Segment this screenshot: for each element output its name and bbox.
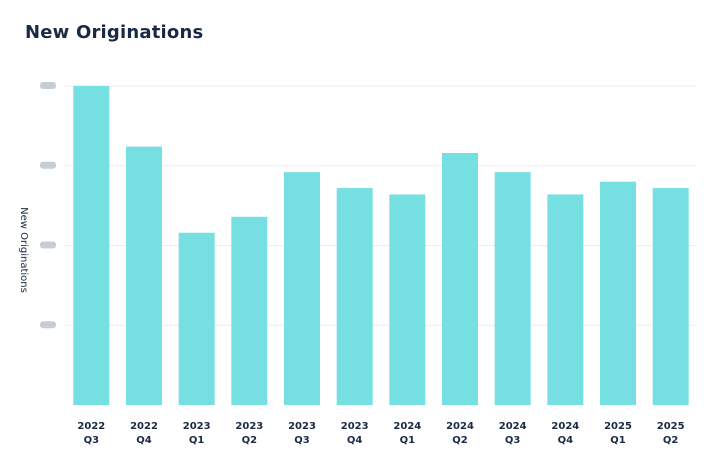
x-tick-label: Q3 — [505, 435, 521, 446]
chart-title: New Originations — [25, 22, 204, 43]
x-tick-label: Q4 — [136, 435, 152, 446]
y-tick-label-obscured — [40, 321, 56, 329]
bar — [494, 172, 531, 405]
x-tick-label: 2025 — [657, 421, 685, 432]
x-tick-label: 2024 — [499, 421, 527, 432]
bar — [231, 216, 268, 405]
bar — [126, 146, 162, 406]
bar — [547, 194, 584, 405]
x-tick-label: 2023 — [288, 421, 316, 432]
x-tick-label: Q2 — [242, 435, 258, 446]
x-tick-label: Q2 — [452, 435, 468, 446]
y-tick-label-obscured — [40, 82, 56, 89]
y-tick-label-obscured — [40, 161, 56, 169]
y-axis-ticks — [40, 82, 56, 329]
bar — [442, 152, 478, 405]
bar — [389, 194, 426, 405]
x-tick-label: 2022 — [77, 421, 105, 432]
x-axis-ticks: 2022 Q3 2022 Q4 2023 Q1 2023 Q2 2023 Q3 2023 Q4 2024… — [77, 421, 684, 446]
bars — [73, 86, 689, 406]
y-axis-title: New Originations — [18, 207, 29, 293]
x-tick-label: 2023 — [183, 421, 211, 432]
x-tick-label: 2023 — [341, 421, 369, 432]
x-tick-label: Q4 — [558, 435, 574, 446]
y-tick-label-obscured — [40, 241, 56, 249]
x-tick-label: Q4 — [347, 435, 363, 446]
x-tick-label: Q2 — [663, 435, 679, 446]
x-tick-label: Q1 — [610, 435, 626, 446]
x-tick-label: 2024 — [446, 421, 474, 432]
bar — [178, 232, 215, 405]
x-tick-label: 2023 — [235, 421, 263, 432]
x-tick-label: Q1 — [189, 435, 205, 446]
bar — [73, 86, 110, 405]
x-tick-label: Q3 — [84, 435, 100, 446]
x-tick-label: 2024 — [551, 421, 579, 432]
x-tick-label: 2025 — [604, 421, 632, 432]
bar — [336, 188, 373, 405]
gridlines — [65, 85, 697, 326]
x-tick-label: 2022 — [130, 421, 158, 432]
bar — [652, 188, 689, 405]
bar — [600, 181, 636, 405]
x-tick-label: Q3 — [294, 435, 310, 446]
bar — [284, 172, 320, 405]
x-tick-label: 2024 — [393, 421, 421, 432]
x-tick-label: Q1 — [400, 435, 416, 446]
